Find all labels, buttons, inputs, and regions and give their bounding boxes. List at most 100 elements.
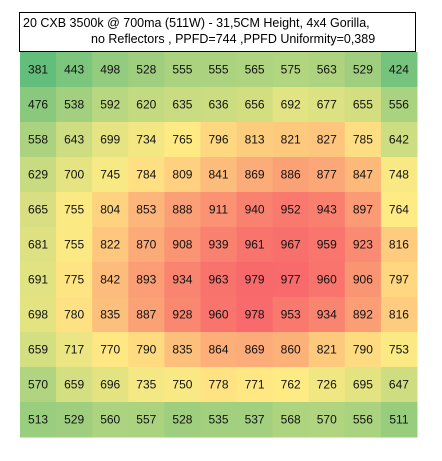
heatmap-cell-r5-c5 (164, 192, 201, 228)
cell-value-r10-c1: 570 (28, 378, 48, 392)
heatmap-cell-r9-c10 (344, 332, 382, 368)
heatmap-cell-r7-c11 (380, 262, 418, 298)
cell-value-r7-c4: 893 (136, 273, 156, 287)
heatmap-cell-r11-c3 (92, 402, 129, 438)
heatmap-cell-r2-c9 (308, 87, 346, 123)
cell-value-r5-c8: 952 (281, 203, 301, 217)
cell-value-r5-c10: 897 (353, 203, 373, 217)
heatmap-cell-r6-c10 (344, 227, 382, 263)
heatmap-cell-r10-c7 (236, 367, 274, 403)
heatmap-cell-r1-c4 (128, 52, 165, 88)
heatmap-cell-r8-c4 (128, 297, 165, 333)
cell-value-r6-c1: 681 (28, 238, 48, 252)
heatmap-cell-r7-c9 (308, 262, 346, 298)
cell-value-r7-c2: 775 (64, 273, 84, 287)
heatmap-cell-r3-c6 (200, 122, 238, 158)
heatmap-cell-r5-c1 (20, 192, 57, 228)
cell-value-r7-c8: 977 (281, 273, 301, 287)
heatmap-cell-r5-c8 (272, 192, 310, 228)
cell-value-r4-c7: 869 (245, 168, 265, 182)
heatmap-cell-r11-c1 (20, 402, 57, 438)
cell-value-r9-c8: 860 (281, 343, 301, 357)
heatmap-cell-r4-c2 (56, 157, 93, 193)
heatmap-cell-r10-c9 (308, 367, 346, 403)
cell-value-r11-c8: 568 (281, 413, 301, 427)
cell-value-r7-c3: 842 (100, 273, 120, 287)
heatmap-cell-r7-c4 (128, 262, 165, 298)
cell-value-r8-c3: 835 (100, 308, 120, 322)
cell-value-r1-c6: 555 (208, 63, 228, 77)
heatmap-cell-r4-c6 (200, 157, 238, 193)
cell-value-r8-c5: 928 (172, 308, 192, 322)
heatmap-cell-r1-c11 (380, 52, 418, 88)
cell-value-r8-c1: 698 (28, 308, 48, 322)
heatmap-cell-r8-c8 (272, 297, 310, 333)
cell-value-r3-c7: 813 (245, 133, 265, 147)
cell-value-r6-c4: 870 (136, 238, 156, 252)
cell-value-r5-c11: 764 (389, 203, 409, 217)
cell-value-r6-c6: 939 (208, 238, 228, 252)
cell-value-r3-c8: 821 (281, 133, 301, 147)
heatmap-cell-r10-c8 (272, 367, 310, 403)
heatmap-cell-r4-c7 (236, 157, 274, 193)
heatmap-cell-r2-c6 (200, 87, 238, 123)
heatmap-cell-r8-c5 (164, 297, 201, 333)
cell-value-r4-c6: 841 (208, 168, 228, 182)
cell-value-r5-c4: 853 (136, 203, 156, 217)
cell-value-r2-c3: 592 (100, 98, 120, 112)
heatmap-cell-r10-c1 (20, 367, 57, 403)
heatmap-cell-r4-c4 (128, 157, 165, 193)
cell-value-r7-c11: 797 (389, 273, 409, 287)
cell-value-r11-c10: 556 (353, 413, 373, 427)
cell-value-r9-c3: 770 (100, 343, 120, 357)
cell-value-r11-c5: 528 (172, 413, 192, 427)
cell-value-r4-c2: 700 (64, 168, 84, 182)
heatmap-cell-r3-c8 (272, 122, 310, 158)
cell-value-r2-c7: 656 (245, 98, 265, 112)
cell-value-r1-c4: 528 (136, 63, 156, 77)
cell-value-r5-c1: 665 (28, 203, 48, 217)
cell-value-r10-c3: 696 (100, 378, 120, 392)
heatmap-cell-r3-c7 (236, 122, 274, 158)
heatmap-cell-r2-c8 (272, 87, 310, 123)
heatmap-cell-r1-c1 (20, 52, 57, 88)
chart-title: 20 CXB 3500k @ 700ma (511W) - 31,5CM Hei… (19, 12, 416, 52)
cell-value-r5-c3: 804 (100, 203, 120, 217)
cell-value-r3-c1: 558 (28, 133, 48, 147)
heatmap-cells: 381 443 498 528 555 555 565 575 563 529 424 476 538 5… (20, 52, 418, 438)
cell-value-r3-c9: 827 (317, 133, 337, 147)
cell-value-r6-c8: 967 (281, 238, 301, 252)
heatmap-cell-r11-c10 (344, 402, 382, 438)
heatmap-cell-r10-c11 (380, 367, 418, 403)
cell-value-r1-c11: 424 (389, 63, 409, 77)
cell-value-r1-c9: 563 (317, 63, 337, 77)
cell-value-r8-c2: 780 (64, 308, 84, 322)
cell-value-r8-c7: 978 (245, 308, 265, 322)
cell-value-r1-c7: 565 (245, 63, 265, 77)
heatmap-cell-r1-c5 (164, 52, 201, 88)
cell-value-r4-c5: 809 (172, 168, 192, 182)
heatmap-cell-r3-c2 (56, 122, 93, 158)
cell-value-r10-c9: 726 (317, 378, 337, 392)
cell-value-r2-c4: 620 (136, 98, 156, 112)
cell-value-r9-c9: 821 (317, 343, 337, 357)
heatmap-cell-r3-c1 (20, 122, 57, 158)
heatmap-cell-r10-c10 (344, 367, 382, 403)
cell-value-r9-c7: 869 (245, 343, 265, 357)
cell-value-r3-c10: 785 (353, 133, 373, 147)
cell-value-r3-c5: 765 (172, 133, 192, 147)
cell-value-r9-c10: 790 (353, 343, 373, 357)
heatmap-cell-r6-c3 (92, 227, 129, 263)
heatmap-cell-r7-c8 (272, 262, 310, 298)
heatmap-cell-r1-c8 (272, 52, 310, 88)
heatmap-cell-r4-c11 (380, 157, 418, 193)
cell-value-r3-c6: 796 (208, 133, 228, 147)
heatmap-cell-r2-c11 (380, 87, 418, 123)
cell-value-r7-c9: 960 (317, 273, 337, 287)
heatmap-cell-r9-c1 (20, 332, 57, 368)
heatmap-cell-r3-c11 (380, 122, 418, 158)
heatmap-cell-r7-c1 (20, 262, 57, 298)
cell-value-r9-c2: 717 (64, 343, 84, 357)
heatmap-cell-r9-c5 (164, 332, 201, 368)
cell-value-r6-c9: 959 (317, 238, 337, 252)
